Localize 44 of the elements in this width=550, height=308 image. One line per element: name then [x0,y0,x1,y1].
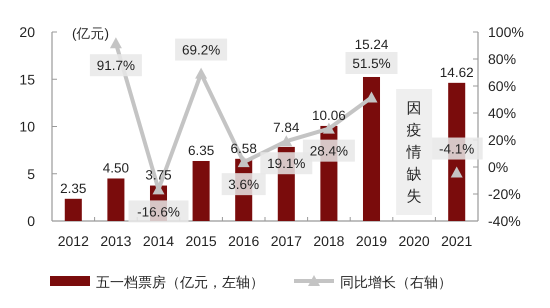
data-label: 15.24 [354,36,389,52]
y2-tick-label: 60% [488,78,516,94]
y-tick-label: 10 [19,118,36,134]
y2-tick-label: -40% [488,213,521,229]
x-tick-label: 2013 [100,233,132,249]
y2-tick-label: 80% [488,51,516,67]
y2-tick-label: -20% [488,186,521,202]
x-tick-label: 2016 [228,233,260,249]
y-tick-label: 0 [27,213,36,229]
data-label: 3.6% [228,177,260,192]
data-label: 3.75 [145,168,172,183]
data-label: 51.5% [352,56,391,71]
y2-tick-label: 20% [488,132,516,148]
data-label: 91.7% [96,58,136,74]
data-label: 7.84 [273,120,300,136]
x-tick-label: 2017 [270,233,302,249]
y-tick-label: 15 [19,71,36,88]
annotation: (亿元) [72,26,109,41]
y2-tick-label: 40% [488,105,516,121]
data-label: -16.6% [137,204,180,220]
x-tick-label: 2019 [356,233,388,249]
data-label: 4.50 [102,160,130,176]
y2-tick-label: 0% [488,159,508,175]
data-label: 19.1% [267,156,306,172]
data-label: 69.2% [182,42,220,58]
x-tick-label: 2018 [313,233,345,249]
data-label: 6.58 [230,140,257,156]
x-tick-label: 2012 [58,233,90,249]
x-tick-label: 2014 [142,233,174,249]
legend-label: 五一档票房（亿元，左轴） [96,274,264,290]
x-tick-label: 2020 [398,233,430,249]
y2-tick-label: 100% [488,24,524,40]
data-label: -4.1% [439,142,474,157]
data-label: 14.62 [440,64,474,80]
data-label: 28.4% [310,144,348,159]
annotation: 因疫情缺失 [406,100,422,205]
legend-label: 同比增长（右轴） [340,274,452,290]
data-label: 6.35 [188,142,214,158]
y-tick-label: 5 [27,166,36,182]
x-tick-label: 2015 [186,233,217,249]
y-tick-label: 20 [19,24,36,40]
data-label: 10.06 [312,108,346,123]
data-label: 2.35 [60,180,86,196]
x-tick-label: 2021 [441,233,472,249]
